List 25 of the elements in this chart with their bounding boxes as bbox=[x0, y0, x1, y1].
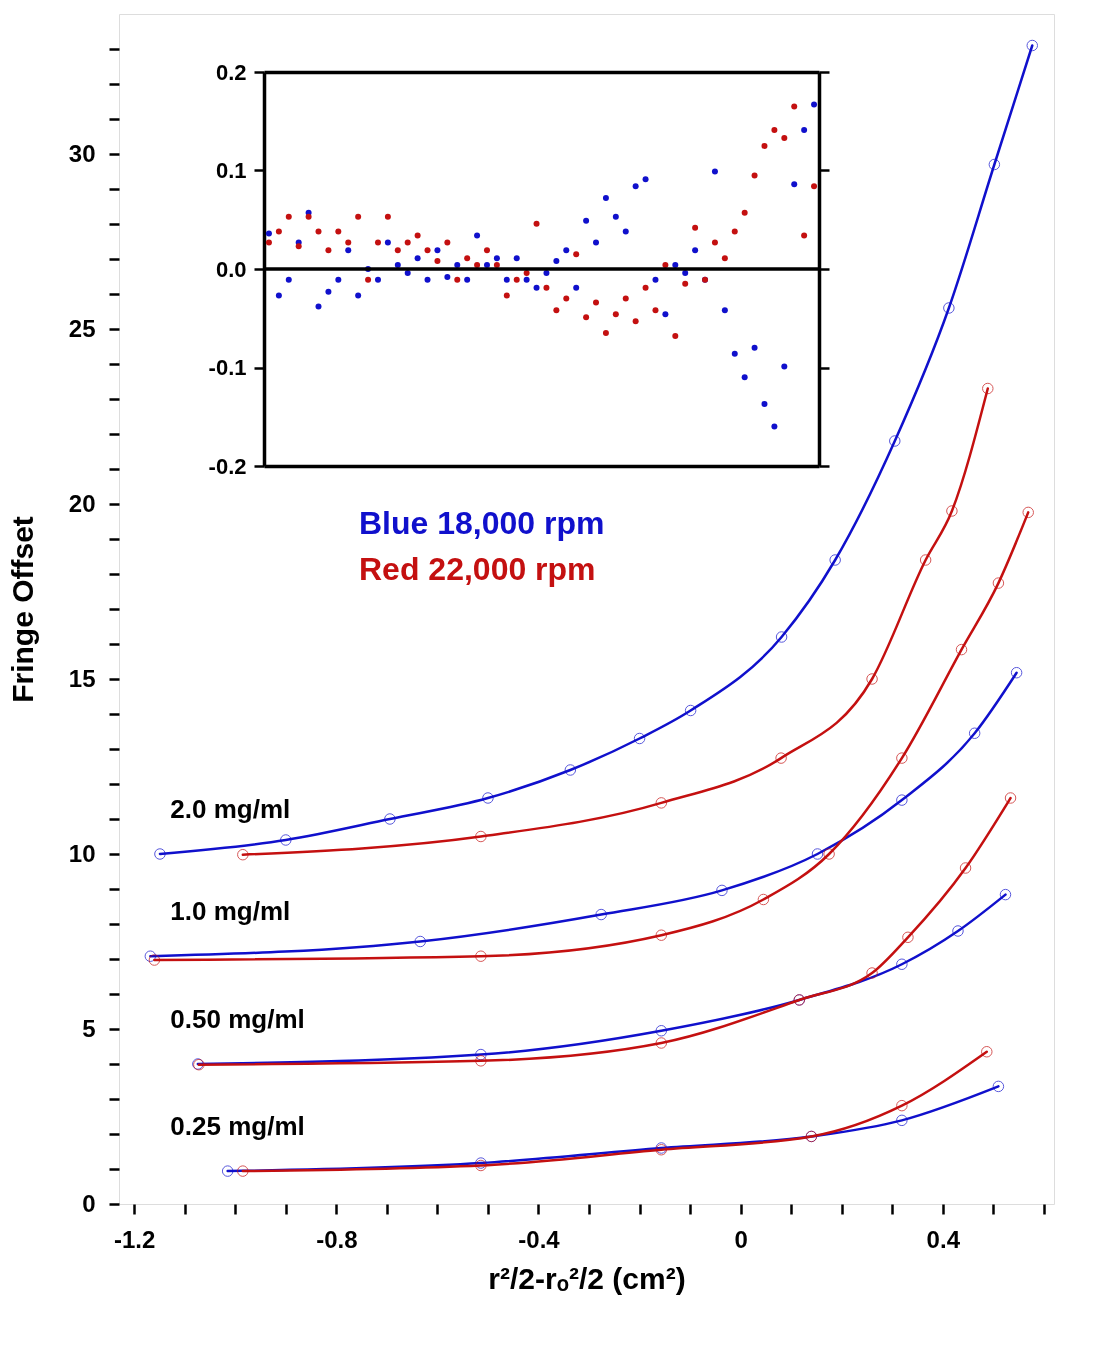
y-tick-label: 0 bbox=[82, 1189, 96, 1217]
x-tick-label: 0.4 bbox=[926, 1225, 961, 1253]
y-tick-label: 20 bbox=[68, 489, 96, 517]
y-tick-label: 30 bbox=[68, 139, 96, 167]
x-axis-title: r²/2-rₒ²/2 (cm²) bbox=[488, 1261, 686, 1295]
y-tick-label: -0.2 bbox=[208, 453, 247, 479]
y-tick-label: 10 bbox=[68, 839, 96, 867]
annotation: 0.25 mg/ml bbox=[170, 1111, 305, 1142]
x-tick-label: -0.4 bbox=[518, 1225, 561, 1253]
annotation: Red 22,000 rpm bbox=[359, 551, 596, 587]
x-tick-label: -0.8 bbox=[316, 1225, 358, 1253]
x-tick-label: -1.2 bbox=[113, 1225, 156, 1253]
y-tick-label: 0.0 bbox=[215, 256, 247, 282]
y-tick-label: 15 bbox=[68, 664, 96, 692]
annotation: 2.0 mg/ml bbox=[170, 794, 291, 824]
annotation: Blue 18,000 rpm bbox=[359, 505, 605, 541]
annotation: 0.50 mg/ml bbox=[170, 1004, 305, 1034]
annotation: 1.0 mg/ml bbox=[170, 896, 291, 927]
x-tick-label: 0 bbox=[734, 1225, 748, 1253]
y-tick-label: -0.1 bbox=[208, 355, 247, 380]
y-tick-label: 0.1 bbox=[215, 158, 247, 183]
y-tick-label: 25 bbox=[68, 314, 96, 342]
y-axis-title: Fringe Offset bbox=[5, 516, 39, 703]
y-tick-label: 0.2 bbox=[215, 59, 247, 85]
y-tick-label: 5 bbox=[82, 1014, 96, 1042]
